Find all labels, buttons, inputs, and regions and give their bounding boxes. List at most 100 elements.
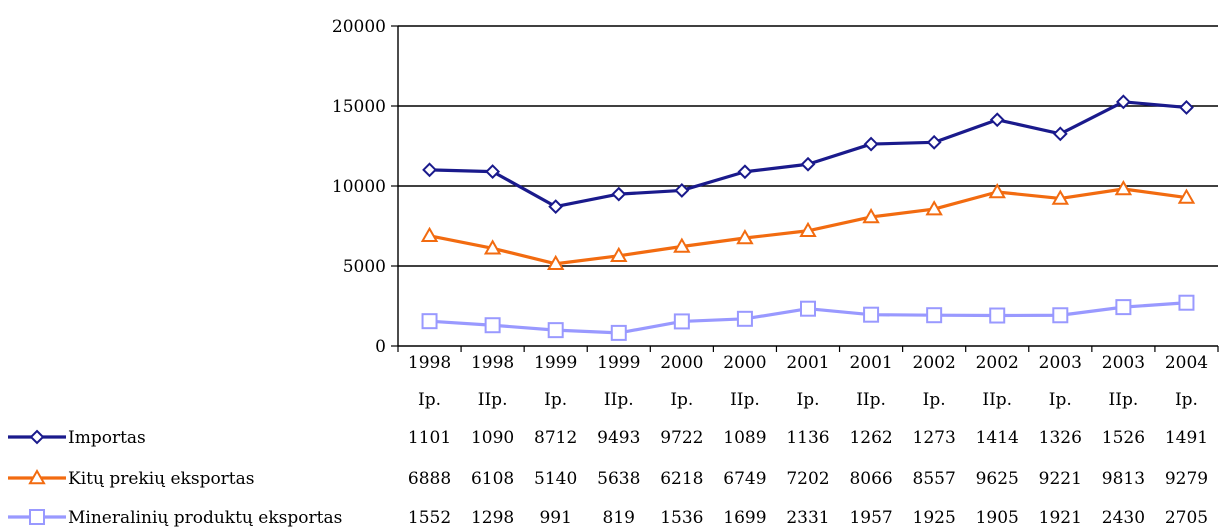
- x-category-year: 2000: [723, 353, 766, 373]
- data-point: [483, 239, 502, 255]
- table-cell: 9221: [1039, 469, 1082, 489]
- table-cell: 819: [603, 508, 635, 528]
- data-point: [1179, 100, 1194, 115]
- x-category-half: Ip.: [923, 390, 946, 410]
- x-category-half: Ip.: [1049, 390, 1072, 410]
- data-point: [736, 310, 753, 327]
- x-category-half: Ip.: [418, 390, 441, 410]
- y-tick-label: 0: [375, 337, 386, 357]
- data-point: [1114, 179, 1133, 196]
- data-point: [1051, 189, 1070, 205]
- table-cell: 6108: [471, 469, 514, 489]
- y-axis-ticks: 20000 15000 10000 5000 0: [332, 17, 386, 357]
- grid: [398, 25, 1218, 267]
- table-cell: 1298: [471, 508, 514, 528]
- legend: Importas Kitų prekių eksportas Mineralinių…: [8, 428, 342, 528]
- data-point: [863, 306, 880, 323]
- table-cell: 1262: [849, 428, 892, 448]
- x-category-year: 2004: [1165, 353, 1208, 373]
- data-point: [484, 317, 501, 334]
- x-category-half: Ip.: [796, 390, 819, 410]
- x-category-half: IIp.: [982, 390, 1012, 410]
- x-category-half: Ip.: [1175, 390, 1198, 410]
- table-cell: 1536: [660, 508, 703, 528]
- table-cell: 2331: [786, 508, 829, 528]
- data-point: [1115, 94, 1131, 110]
- x-category-year: 2002: [976, 353, 1019, 373]
- table-cell: 1491: [1165, 428, 1208, 448]
- table-cell: 1414: [976, 428, 1019, 448]
- data-point: [1177, 188, 1196, 204]
- legend-label: Kitų prekių eksportas: [68, 469, 255, 489]
- x-category-half: IIp.: [1109, 390, 1139, 410]
- legend-label: Importas: [68, 428, 146, 448]
- table-cell: 1089: [723, 428, 766, 448]
- data-point: [1115, 299, 1132, 316]
- legend-key-marker: [29, 429, 45, 445]
- data-point: [610, 324, 627, 341]
- table-cell: 1273: [913, 428, 956, 448]
- data-point: [988, 182, 1006, 199]
- data-point: [800, 300, 816, 317]
- data-point: [926, 134, 942, 150]
- data-point: [863, 136, 879, 152]
- table-cell: 1326: [1039, 428, 1082, 448]
- legend-key-marker: [28, 468, 46, 485]
- y-tick-label: 20000: [332, 17, 386, 37]
- data-point: [674, 183, 690, 198]
- data-point: [925, 200, 943, 216]
- table-cell: 9813: [1102, 469, 1145, 489]
- x-category-year: 2001: [849, 353, 892, 373]
- data-point: [422, 162, 437, 178]
- y-tick-label: 5000: [343, 257, 386, 277]
- data-point: [1052, 307, 1069, 324]
- x-category-year: 2000: [660, 353, 703, 373]
- table-cell: 1090: [471, 428, 514, 448]
- x-category-half: Ip.: [544, 390, 567, 410]
- y-tick-label: 10000: [332, 177, 386, 197]
- legend-key-marker: [29, 509, 45, 525]
- data-point: [862, 207, 880, 224]
- data-point: [737, 164, 753, 180]
- data-point: [736, 229, 754, 245]
- legend-label: Mineralinių produktų eksportas: [68, 508, 342, 528]
- data-table: 1101 1090 8712 9493 9722 1089 1136 1262 1273 1414…: [408, 428, 1208, 528]
- table-cell: 9722: [660, 428, 703, 448]
- table-cell: 2705: [1165, 508, 1208, 528]
- y-tick-label: 15000: [332, 97, 386, 117]
- table-cell: 5638: [597, 469, 640, 489]
- x-axis-categories: 1998 Ip. 1998 IIp. 1999 Ip. 1999 IIp. 2000 Ip. 200…: [408, 353, 1208, 410]
- data-point: [485, 164, 501, 180]
- table-cell: 1905: [976, 508, 1019, 528]
- data-point: [673, 313, 690, 330]
- x-category-year: 1999: [534, 353, 577, 373]
- table-cell: 1526: [1102, 428, 1145, 448]
- table-cell: 1699: [723, 508, 766, 528]
- x-category-year: 1999: [597, 353, 640, 373]
- table-cell: 6749: [723, 469, 766, 489]
- table-cell: 991: [539, 508, 571, 528]
- table-cell: 9493: [597, 428, 640, 448]
- series-markers: [420, 94, 1196, 341]
- table-cell: 9625: [976, 469, 1019, 489]
- x-category-half: IIp.: [856, 390, 886, 410]
- x-category-year: 2002: [913, 353, 956, 373]
- table-cell: 1136: [786, 428, 829, 448]
- x-category-half: IIp.: [478, 390, 508, 410]
- data-point: [546, 254, 565, 271]
- x-category-half: IIp.: [604, 390, 634, 410]
- table-cell: 1101: [408, 428, 451, 448]
- x-category-half: IIp.: [730, 390, 760, 410]
- data-point: [547, 322, 564, 339]
- table-cell: 2430: [1102, 508, 1145, 528]
- data-point: [799, 221, 817, 238]
- x-category-year: 1998: [408, 353, 451, 373]
- data-point: [1052, 126, 1068, 142]
- data-point: [989, 112, 1005, 128]
- table-cell: 6218: [660, 469, 703, 489]
- x-category-half: Ip.: [670, 390, 693, 410]
- data-point: [611, 186, 627, 202]
- x-category-year: 2003: [1102, 353, 1145, 373]
- table-cell: 8557: [913, 469, 956, 489]
